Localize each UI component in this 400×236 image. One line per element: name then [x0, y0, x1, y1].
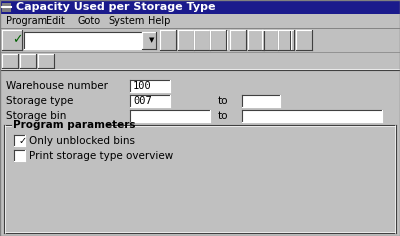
Text: Only unblocked bins: Only unblocked bins	[29, 136, 135, 146]
Bar	[20, 54, 36, 68]
Text: Help: Help	[148, 16, 170, 26]
Bar	[178, 30, 194, 50]
Bar	[24, 32, 142, 49]
Text: 100: 100	[133, 81, 152, 91]
Bar	[210, 30, 226, 50]
Text: Capacity Used per Storage Type: Capacity Used per Storage Type	[16, 2, 216, 12]
Bar	[14, 150, 25, 161]
Bar	[38, 54, 54, 68]
Bar	[160, 30, 176, 50]
Bar	[130, 110, 210, 122]
Bar	[248, 30, 264, 50]
Bar	[2, 3, 11, 12]
Text: ✓: ✓	[12, 34, 22, 46]
Bar	[242, 110, 382, 122]
Text: Program parameters: Program parameters	[13, 120, 136, 130]
Bar	[2, 54, 18, 68]
Text: Storage bin: Storage bin	[6, 111, 66, 121]
Text: to: to	[218, 111, 228, 121]
Bar	[14, 135, 25, 146]
Text: System: System	[108, 16, 144, 26]
Bar	[0, 52, 400, 70]
Bar	[3, 7, 11, 12]
Bar	[194, 30, 210, 50]
Bar	[230, 30, 246, 50]
Text: Edit: Edit	[46, 16, 65, 26]
Text: to: to	[218, 96, 228, 106]
Bar	[130, 95, 170, 107]
Text: Warehouse number: Warehouse number	[6, 81, 108, 91]
Text: ▼: ▼	[149, 37, 154, 43]
Bar	[296, 30, 312, 50]
Text: Print storage type overview: Print storage type overview	[29, 151, 173, 161]
Bar	[142, 32, 156, 49]
Bar	[242, 95, 280, 107]
Text: Goto: Goto	[78, 16, 101, 26]
Bar	[0, 28, 400, 52]
Bar	[0, 0, 400, 14]
Text: ✓: ✓	[19, 136, 27, 146]
Text: Program: Program	[6, 16, 47, 26]
Bar	[262, 30, 278, 50]
Bar	[130, 80, 170, 92]
Text: Storage type: Storage type	[6, 96, 73, 106]
Bar	[2, 30, 22, 50]
Bar	[278, 30, 294, 50]
Text: 007: 007	[133, 96, 152, 106]
Bar	[0, 14, 400, 28]
